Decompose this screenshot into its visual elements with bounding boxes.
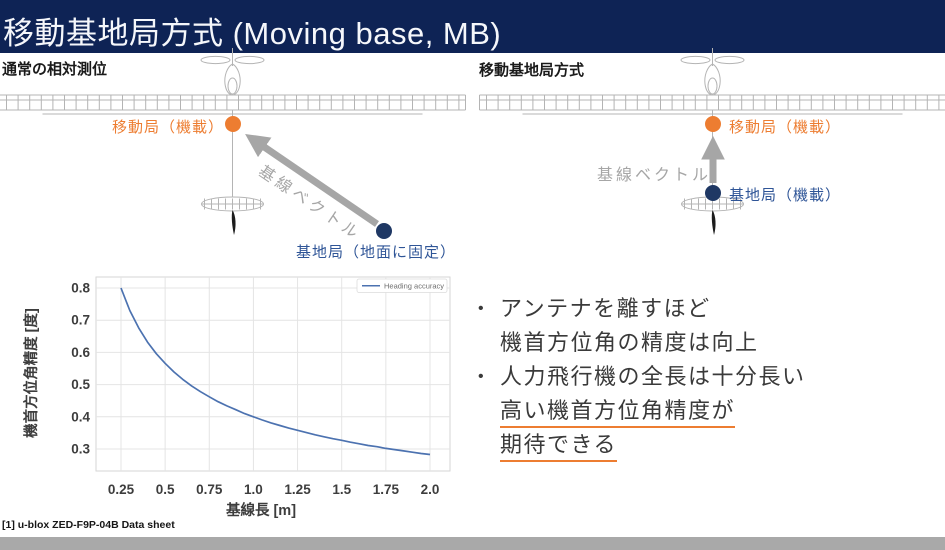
propeller-blade-left — [680, 55, 711, 65]
heading-accuracy-chart: 0.25 0.5 0.75 1.0 1.25 1.5 1.75 2.0 0.3 0.4 0.5 0.6… — [22, 276, 451, 519]
base-station-label-right: 基地局（機載） — [729, 187, 842, 204]
rover-dot-right — [705, 116, 721, 132]
plane-right — [479, 48, 945, 235]
legend-box — [356, 278, 448, 293]
x-tick-label: 1.5 — [332, 482, 351, 497]
cockpit-inner — [227, 77, 238, 95]
rover-station-label-left: 移動局（機載） — [111, 119, 224, 136]
plot-area — [95, 276, 451, 472]
heading-accuracy-line — [120, 287, 431, 456]
tail-propeller-blade — [231, 210, 236, 235]
x-tick-label: 1.0 — [244, 482, 263, 497]
footnote: [1] u-blox ZED-F9P-04B Data sheet — [2, 519, 175, 531]
tail-propeller-blade — [711, 210, 716, 235]
x-tick-label: 1.25 — [284, 482, 311, 497]
cockpit-pod — [704, 63, 721, 96]
x-axis-label: 基線長 [m] — [225, 501, 296, 519]
x-tick-label: 0.5 — [156, 482, 175, 497]
base-dot-left — [376, 223, 392, 239]
rover-station-label-right: 移動局（機載） — [729, 119, 842, 136]
bullet-line: 期待できる — [500, 428, 806, 462]
key-points-list: • アンテナを離すほど機首方位角の精度は向上 • 人力飛行機の全長は十分長い高い機首方… — [478, 292, 938, 462]
propeller-blade-left — [200, 55, 231, 65]
propeller-blade-right — [714, 55, 745, 65]
y-axis-label: 機首方位角精度 [度] — [22, 308, 40, 438]
bullet-line: 人力飛行機の全長は十分長い — [500, 364, 806, 389]
base-station-label-left: 基地局（地面に固定） — [296, 244, 457, 261]
key-points: • アンテナを離すほど機首方位角の精度は向上 • 人力飛行機の全長は十分長い高い機首方… — [478, 292, 938, 462]
aircraft-diagrams — [0, 48, 945, 239]
y-tick-label: 0.8 — [71, 281, 90, 296]
y-tick-label: 0.5 — [71, 377, 90, 392]
legend-label: Heading accuracy — [384, 281, 444, 290]
x-tick-label: 1.75 — [373, 482, 400, 497]
bullet-text: 人力飛行機の全長は十分長い高い機首方位角精度が 期待できる — [500, 360, 806, 462]
y-tick-label: 0.6 — [71, 345, 90, 360]
title-bar — [0, 0, 945, 53]
cockpit-inner — [707, 77, 718, 95]
rover-dot-left — [225, 116, 241, 132]
list-item: • 人力飛行機の全長は十分長い高い機首方位角精度が 期待できる — [478, 360, 938, 462]
propeller-blade-right — [234, 55, 265, 65]
bullet-text: アンテナを離すほど機首方位角の精度は向上 — [500, 292, 759, 360]
baseline-vector-label-right: 基線ベクトル — [597, 167, 712, 184]
bullet-marker: • — [478, 300, 484, 317]
heading-moving-base-method: 移動基地局方式 — [479, 62, 585, 79]
heading-normal-relative-positioning: 通常の相対測位 — [2, 61, 108, 78]
y-tick-label: 0.3 — [71, 442, 90, 457]
y-tick-label: 0.7 — [71, 313, 90, 328]
slide-title: 移動基地局方式 (Moving base, MB) — [3, 16, 502, 51]
base-dot-right — [705, 185, 721, 201]
legend: Heading accuracy — [356, 278, 448, 293]
baseline-arrow-left — [245, 133, 379, 227]
y-tick-label: 0.4 — [71, 409, 90, 424]
stabilizer-ribs — [201, 198, 264, 210]
bullet-marker: • — [478, 368, 484, 385]
stabilizer-ribs — [681, 198, 744, 210]
cockpit-pod — [224, 63, 241, 96]
footer-bar — [0, 537, 945, 550]
x-tick-label: 0.25 — [108, 482, 135, 497]
bullet-line: 機首方位角の精度は向上 — [500, 330, 759, 355]
bullet-line: 高い機首方位角精度が — [500, 394, 806, 428]
bullet-line: アンテナを離すほど — [500, 296, 711, 321]
x-tick-label: 2.0 — [421, 482, 440, 497]
plane-left — [0, 48, 466, 235]
list-item: • アンテナを離すほど機首方位角の精度は向上 — [478, 292, 938, 360]
x-tick-label: 0.75 — [196, 482, 223, 497]
